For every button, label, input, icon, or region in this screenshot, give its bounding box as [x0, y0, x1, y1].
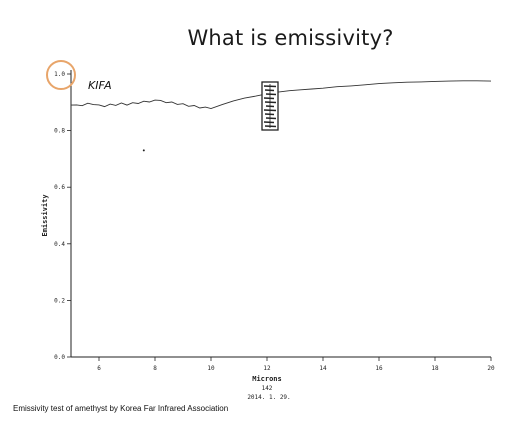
- stamp-stroke: [264, 113, 275, 116]
- stamp-stroke: [263, 97, 275, 100]
- y-tick-label: 0.6: [54, 184, 65, 191]
- highlight-circle: [46, 60, 76, 90]
- stamp-mark: [261, 81, 279, 131]
- kifa-logo: KIFA: [88, 79, 112, 92]
- stamp-stroke: [264, 89, 275, 92]
- y-ticks: 0.0 0.2 0.4 0.6 0.8 1.0: [54, 71, 71, 361]
- stamp-stroke: [265, 93, 277, 96]
- chart-axes: [70, 70, 491, 358]
- x-tick-label: 10: [207, 365, 215, 372]
- x-axis-label: Microns: [252, 375, 282, 383]
- emissivity-series-line: [70, 80, 492, 109]
- x-tick-label: 12: [263, 365, 271, 372]
- x-tick-label: 6: [97, 365, 101, 372]
- stamp-stroke: [264, 125, 277, 128]
- y-tick-label: 0.8: [54, 128, 65, 135]
- x-tick-label: 8: [153, 365, 157, 372]
- y-tick-label: 0.2: [54, 297, 65, 304]
- y-axis-label: Emissivity: [41, 194, 49, 237]
- stray-dot: [142, 149, 145, 152]
- y-tick-label: 0.4: [54, 241, 65, 248]
- x-tick-label: 20: [487, 365, 495, 372]
- chart-date-label: 2014. 1. 29.: [247, 394, 290, 401]
- x-tick-label: 16: [375, 365, 383, 372]
- slide-title: What is emissivity?: [187, 26, 394, 50]
- x-ticks: 6 8 10 12 14 16 18 20: [97, 357, 495, 372]
- stamp-stroke: [263, 121, 275, 124]
- y-tick-label: 0.0: [54, 354, 65, 361]
- chart-code-label: 142: [262, 385, 273, 392]
- x-tick-label: 14: [319, 365, 327, 372]
- x-tick-label: 18: [431, 365, 439, 372]
- figure-caption: Emissivity test of amethyst by Korea Far…: [13, 404, 229, 413]
- y-tick-label: 1.0: [54, 71, 65, 78]
- stamp-stroke: [265, 117, 277, 120]
- stamp-stroke: [264, 101, 277, 104]
